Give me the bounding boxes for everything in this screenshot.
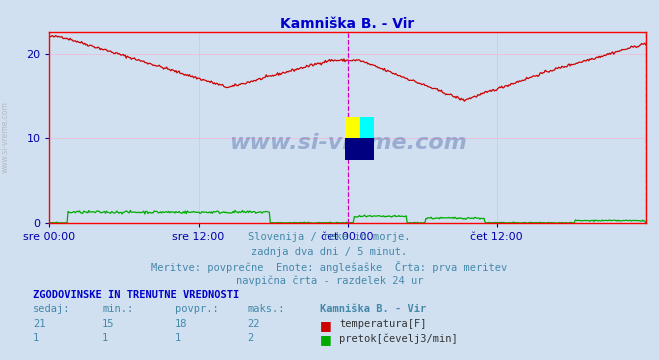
Text: www.si-vreme.com: www.si-vreme.com (1, 101, 10, 173)
Text: ZGODOVINSKE IN TRENUTNE VREDNOSTI: ZGODOVINSKE IN TRENUTNE VREDNOSTI (33, 290, 239, 300)
Text: sedaj:: sedaj: (33, 304, 71, 314)
Text: Slovenija / reke in morje.: Slovenija / reke in morje. (248, 232, 411, 242)
Text: pretok[čevelj3/min]: pretok[čevelj3/min] (339, 333, 458, 343)
Text: navpična črta - razdelek 24 ur: navpična črta - razdelek 24 ur (236, 275, 423, 286)
Text: 15: 15 (102, 319, 115, 329)
Text: Kamniška B. - Vir: Kamniška B. - Vir (320, 304, 426, 314)
Text: 1: 1 (33, 333, 39, 343)
Text: temperatura[F]: temperatura[F] (339, 319, 427, 329)
Text: Meritve: povprečne  Enote: anglešaške  Črta: prva meritev: Meritve: povprečne Enote: anglešaške Črt… (152, 261, 507, 273)
Text: www.si-vreme.com: www.si-vreme.com (229, 133, 467, 153)
Text: 2: 2 (247, 333, 253, 343)
Text: 1: 1 (175, 333, 181, 343)
Text: 1: 1 (102, 333, 108, 343)
Text: povpr.:: povpr.: (175, 304, 218, 314)
Text: ■: ■ (320, 333, 331, 346)
Title: Kamniška B. - Vir: Kamniška B. - Vir (281, 17, 415, 31)
Text: min.:: min.: (102, 304, 133, 314)
Text: 22: 22 (247, 319, 260, 329)
Text: maks.:: maks.: (247, 304, 285, 314)
Text: 21: 21 (33, 319, 45, 329)
Bar (345, 138, 360, 159)
Text: ■: ■ (320, 319, 331, 332)
Text: 18: 18 (175, 319, 187, 329)
Text: zadnja dva dni / 5 minut.: zadnja dva dni / 5 minut. (251, 247, 408, 257)
Bar (360, 117, 374, 138)
Bar (360, 138, 374, 159)
Bar (345, 117, 360, 138)
